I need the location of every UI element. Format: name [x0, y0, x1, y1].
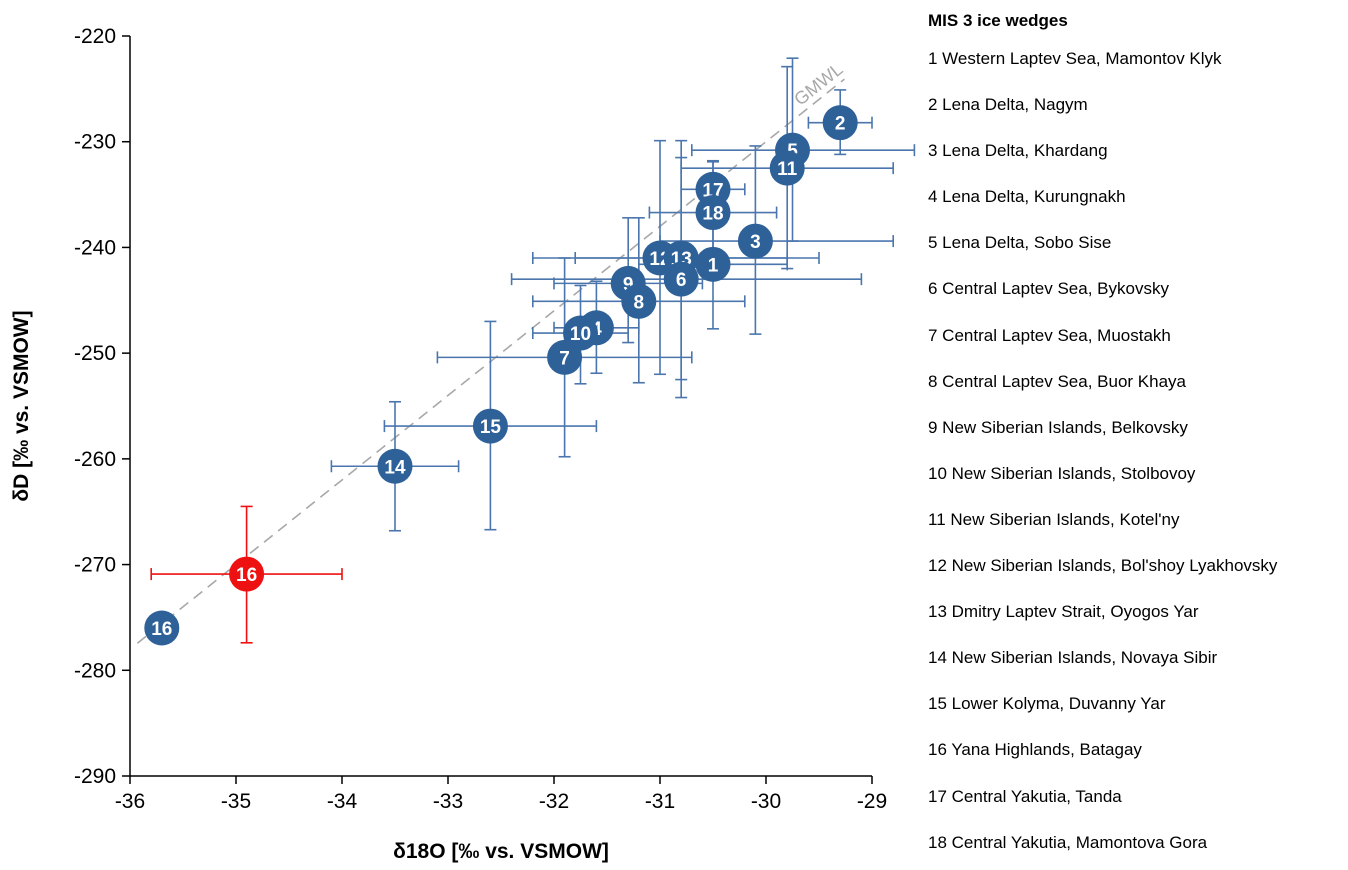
- legend-item: 9 New Siberian Islands, Belkovsky: [928, 417, 1188, 437]
- y-tick-label: -270: [74, 554, 116, 577]
- point-marker: [695, 246, 731, 282]
- y-tick-label: -260: [74, 448, 116, 471]
- point-label: 3: [750, 232, 761, 253]
- legend-item: 7 Central Laptev Sea, Muostakh: [928, 325, 1171, 345]
- point-label: 11: [777, 159, 798, 180]
- point-marker: [621, 283, 657, 319]
- x-tick-label: -32: [539, 790, 569, 813]
- data-point: 14: [377, 448, 413, 484]
- point-label: 1: [708, 255, 719, 276]
- data-point: 7: [547, 339, 583, 375]
- x-tick-label: -30: [751, 790, 781, 813]
- point-marker: [737, 223, 773, 259]
- legend-item: 8 Central Laptev Sea, Buor Khaya: [928, 371, 1186, 391]
- y-tick-label: -240: [74, 236, 116, 259]
- scatter-plot: GMWL 25111718312131968410715141616 -36-3…: [10, 25, 916, 863]
- x-axis-title: δ18O [‰ vs. VSMOW]: [393, 840, 609, 863]
- gmwl-label: GMWL: [790, 59, 846, 110]
- point-marker: [695, 195, 731, 231]
- data-point: 3: [737, 223, 773, 259]
- point-marker: [822, 105, 858, 141]
- point-label: 2: [835, 114, 846, 135]
- legend-item: 10 New Siberian Islands, Stolbovoy: [928, 463, 1196, 483]
- point-label: 14: [384, 457, 406, 478]
- legend-item: 15 Lower Kolyma, Duvanny Yar: [928, 694, 1166, 714]
- legend-title: MIS 3 ice wedges: [928, 11, 1068, 30]
- legend-item: 14 New Siberian Islands, Novaya Sibir: [928, 648, 1218, 668]
- x-tick-label: -34: [327, 790, 358, 813]
- x-tick-label: -33: [433, 790, 463, 813]
- data-point: 18: [695, 195, 731, 231]
- x-tick-label: -36: [115, 790, 145, 813]
- legend-item: 3 Lena Delta, Khardang: [928, 141, 1108, 161]
- legend-item: 18 Central Yakutia, Mamontova Gora: [928, 832, 1208, 852]
- legend-item: 6 Central Laptev Sea, Bykovsky: [928, 279, 1169, 299]
- legend-item: 2 Lena Delta, Nagym: [928, 95, 1088, 115]
- data-point: 15: [472, 408, 508, 444]
- legend-item: 16 Yana Highlands, Batagay: [928, 740, 1142, 760]
- legend-item: 4 Lena Delta, Kurungnakh: [928, 187, 1126, 207]
- legend-item: 11 New Siberian Islands, Kotel'ny: [928, 509, 1180, 529]
- legend-list: 1 Western Laptev Sea, Mamontov Klyk 2 Len…: [928, 36, 1343, 866]
- data-point: 2: [822, 105, 858, 141]
- legend-item: 13 Dmitry Laptev Strait, Oyogos Yar: [928, 602, 1199, 622]
- point-label: 8: [634, 292, 645, 313]
- y-tick-label: -230: [74, 131, 116, 154]
- x-tick-label: -29: [857, 790, 887, 813]
- y-axis-title: δD [‰ vs. VSMOW]: [10, 310, 33, 501]
- y-tick-label: -290: [74, 765, 116, 788]
- point-marker: [547, 339, 583, 375]
- point-label: 7: [559, 348, 570, 369]
- legend-item: 12 New Siberian Islands, Bol'shoy Lyakho…: [928, 556, 1278, 576]
- legend-item: 1 Western Laptev Sea, Mamontov Klyk: [928, 49, 1222, 68]
- point-label: 16: [151, 619, 172, 640]
- point-label: 16: [236, 565, 257, 586]
- data-point: 11: [769, 150, 805, 186]
- point-marker: [144, 610, 180, 646]
- legend: MIS 3 ice wedges 1 Western Laptev Sea, M…: [928, 6, 1343, 866]
- x-tick-label: -31: [645, 790, 675, 813]
- point-marker: [472, 408, 508, 444]
- data-point: 1: [695, 246, 731, 282]
- legend-item: 5 Lena Delta, Sobo Sise: [928, 233, 1112, 253]
- x-tick-label: -35: [221, 790, 251, 813]
- y-tick-label: -220: [74, 25, 116, 48]
- data-point: 6: [663, 261, 699, 297]
- point-marker: [769, 150, 805, 186]
- point-marker: [663, 261, 699, 297]
- data-point: 16: [144, 610, 180, 646]
- y-tick-label: -280: [74, 659, 116, 682]
- y-tick-label: -250: [74, 342, 116, 365]
- point-label: 18: [702, 204, 723, 225]
- legend-item: 17 Central Yakutia, Tanda: [928, 786, 1122, 806]
- point-label: 15: [480, 417, 502, 438]
- data-point-highlight: 16: [229, 556, 265, 592]
- point-label: 9: [623, 274, 634, 295]
- point-marker: [377, 448, 413, 484]
- data-point: 8: [621, 283, 657, 319]
- point-label: 6: [676, 270, 687, 291]
- point-label: 10: [570, 324, 591, 345]
- point-marker: [229, 556, 265, 592]
